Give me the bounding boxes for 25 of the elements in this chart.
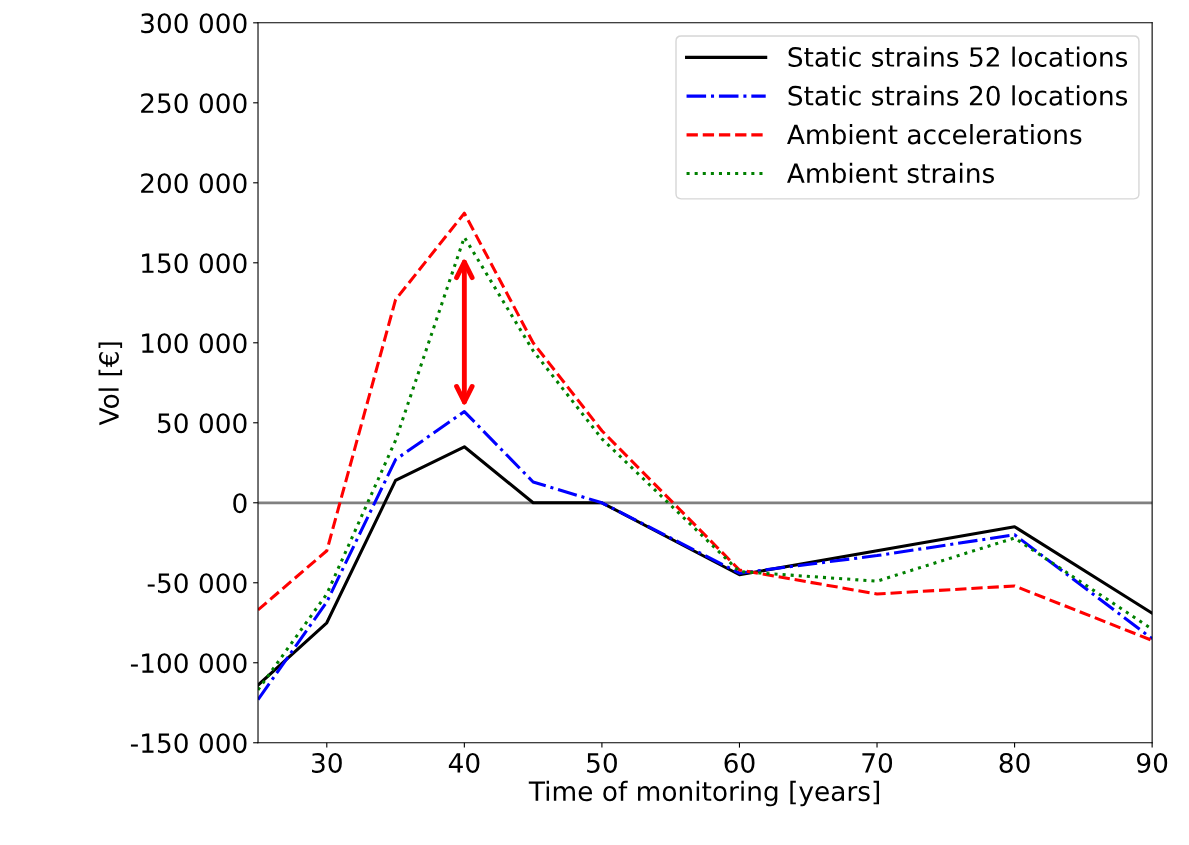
x-tick-label: 80 xyxy=(999,752,1030,773)
x-axis-title: Time of monitoring [years] xyxy=(528,780,880,807)
y-tick-label: 200 000 xyxy=(141,173,247,194)
x-tick-label: 30 xyxy=(312,752,342,773)
x-tick-label: 50 xyxy=(587,752,617,773)
x-tick-label: 70 xyxy=(862,752,893,773)
legend-label: Ambient strains xyxy=(787,162,994,184)
x-tick-label: 40 xyxy=(448,752,480,773)
y-tick-label: -150 000 xyxy=(130,733,247,754)
y-tick-label: -100 000 xyxy=(130,653,247,674)
y-axis-title: Vol [€] xyxy=(98,342,123,426)
line-series xyxy=(258,211,1153,642)
y-tick-label: 250 000 xyxy=(141,93,247,114)
y-tick-label: -50 000 xyxy=(147,573,247,594)
legend-label: Static strains 20 locations xyxy=(788,85,1128,106)
y-tick-label: 100 000 xyxy=(142,333,247,354)
line-series xyxy=(258,410,1153,702)
y-tick-label: 50 000 xyxy=(157,413,247,434)
y-tick-label: 0 xyxy=(233,493,247,514)
y-tick-label: 150 000 xyxy=(142,253,247,274)
x-tick-label: 90 xyxy=(1137,752,1168,773)
x-tick-label: 60 xyxy=(724,752,755,773)
y-tick-label: 300 000 xyxy=(141,13,247,34)
legend-label: Ambient accelerations xyxy=(787,124,1082,145)
legend-label: Static strains 52 locations xyxy=(788,46,1128,67)
